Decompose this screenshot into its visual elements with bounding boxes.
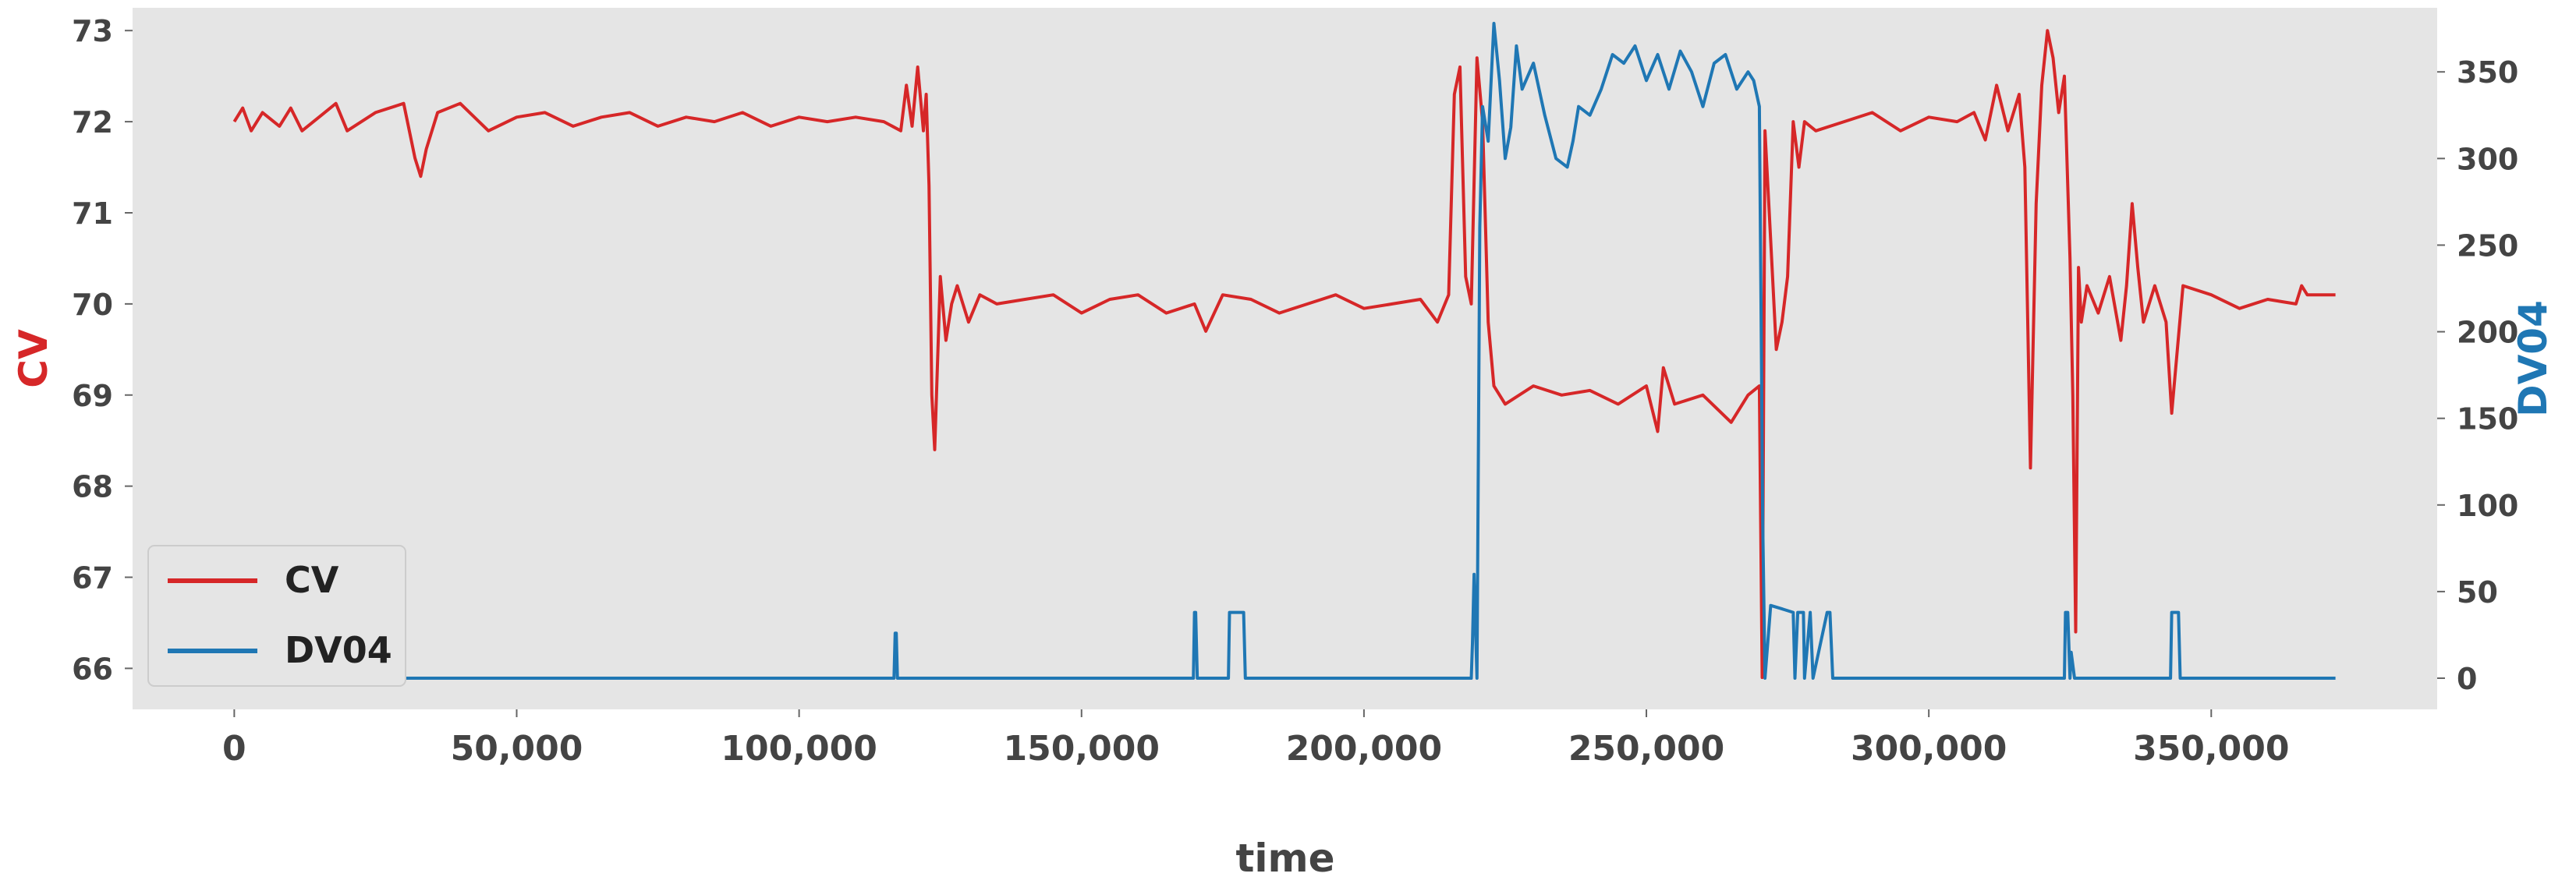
right-y-tick-label: 50 xyxy=(2457,575,2498,610)
x-tick-label: 100,000 xyxy=(721,729,877,769)
left-y-tick-label: 70 xyxy=(72,288,113,322)
left-y-tick-label: 71 xyxy=(72,196,113,231)
right-y-tick-label: 350 xyxy=(2457,55,2518,90)
right-y-axis: 0 50 100 150 200 250 300 350 xyxy=(2437,55,2518,696)
x-tick-label: 350,000 xyxy=(2133,729,2289,769)
series-line-dv04 xyxy=(234,22,2336,680)
right-y-tick-label: 0 xyxy=(2457,662,2477,696)
x-axis-label: time xyxy=(1235,836,1334,881)
legend-cv-label: CV xyxy=(285,559,339,601)
left-y-tick-label: 68 xyxy=(72,470,113,504)
plot-background xyxy=(133,8,2437,709)
left-y-tick-label: 67 xyxy=(72,561,113,596)
x-tick-label: 150,000 xyxy=(1004,729,1160,769)
x-tick-label: 0 xyxy=(222,729,246,769)
right-y-tick-label: 200 xyxy=(2457,316,2518,350)
x-tick-label: 50,000 xyxy=(451,729,583,769)
legend: CV DV04 xyxy=(147,545,406,687)
x-tick-label: 300,000 xyxy=(1851,729,2007,769)
x-axis: 0 50,000 100,000 150,000 200,000 250,000 300,0… xyxy=(222,709,2289,769)
right-y-tick-label: 250 xyxy=(2457,228,2518,263)
x-tick-label: 250,000 xyxy=(1568,729,1724,769)
series-line-cv xyxy=(232,29,2336,680)
left-y-axis-label: CV xyxy=(11,329,56,388)
right-y-tick-label: 300 xyxy=(2457,142,2518,176)
right-y-tick-label: 150 xyxy=(2457,402,2518,437)
left-y-axis: 66 67 68 69 70 71 72 73 xyxy=(72,14,133,686)
x-tick-label: 200,000 xyxy=(1286,729,1442,769)
left-y-tick-label: 66 xyxy=(72,652,113,686)
right-y-axis-label: DV04 xyxy=(2510,300,2556,417)
right-y-tick-label: 100 xyxy=(2457,489,2518,523)
left-y-tick-label: 72 xyxy=(72,105,113,140)
left-y-tick-label: 73 xyxy=(72,14,113,48)
legend-dv04-label: DV04 xyxy=(285,629,392,671)
left-y-tick-label: 69 xyxy=(72,379,113,413)
series-layer xyxy=(232,22,2336,680)
